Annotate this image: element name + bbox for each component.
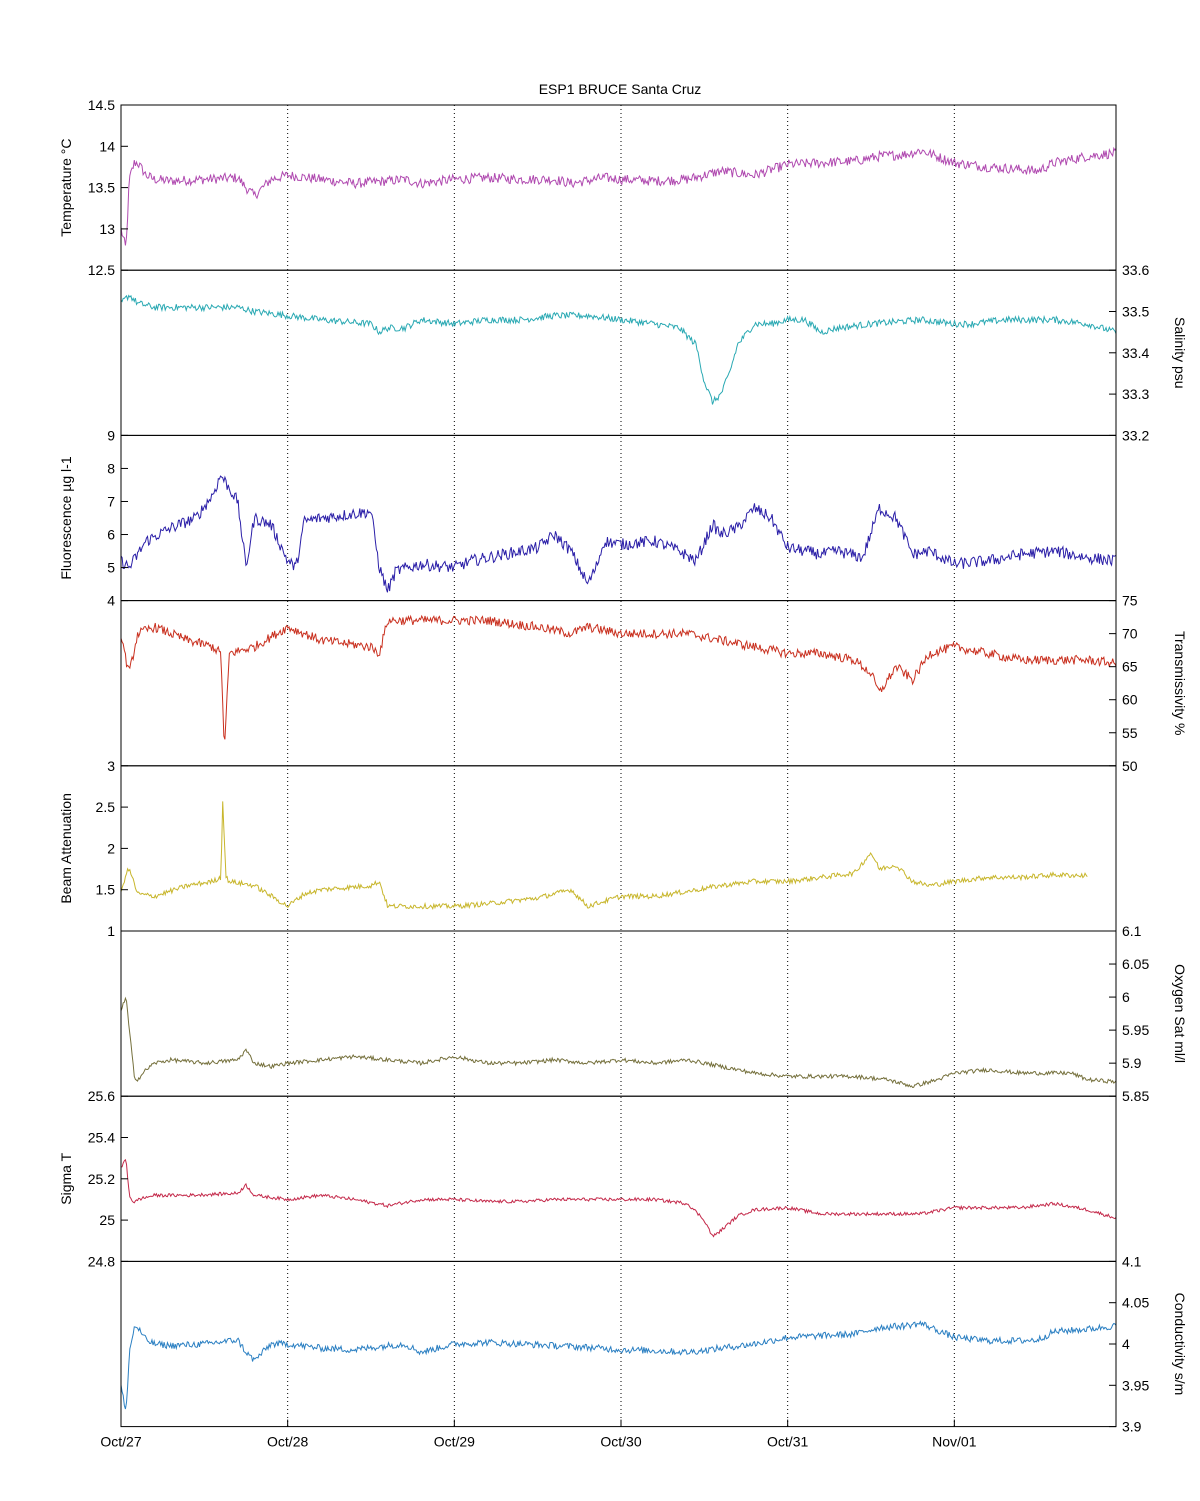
y-tick-label: 9 xyxy=(107,427,115,443)
y-tick-label: 2.5 xyxy=(96,799,116,815)
y-axis-title: Sigma T xyxy=(58,1152,74,1204)
data-series-line xyxy=(120,996,1117,1088)
y-tick-label: 25.2 xyxy=(88,1171,115,1187)
y-tick-label: 6.1 xyxy=(1122,923,1142,939)
y-tick-label: 14 xyxy=(99,138,115,154)
x-tick-label: Nov/01 xyxy=(932,1434,977,1450)
chart-panel: 12.5 13 13.5 14 14.5 Temperature °C xyxy=(58,97,1117,278)
x-tick-label: Oct/27 xyxy=(100,1434,141,1450)
y-tick-label: 25 xyxy=(99,1212,115,1228)
y-tick-label: 3 xyxy=(107,758,115,774)
data-series-line xyxy=(120,1158,1117,1238)
chart-panel: 1 1.5 2 2.5 3 Beam Attenuation xyxy=(58,758,1117,939)
y-tick-label: 7 xyxy=(107,493,115,509)
x-tick-label: Oct/31 xyxy=(767,1434,808,1450)
y-axis-title: Conductivity s/m xyxy=(1172,1293,1188,1396)
y-tick-label: 33.4 xyxy=(1122,345,1149,361)
y-tick-label: 2 xyxy=(107,840,115,856)
y-tick-label: 33.5 xyxy=(1122,304,1149,320)
y-tick-label: 5.9 xyxy=(1122,1055,1142,1071)
y-tick-label: 4.1 xyxy=(1122,1253,1142,1269)
y-tick-label: 1 xyxy=(107,923,115,939)
y-tick-label: 25.6 xyxy=(88,1088,115,1104)
y-tick-label: 3.9 xyxy=(1122,1419,1142,1435)
y-tick-label: 70 xyxy=(1122,626,1138,642)
chart-panel: 3.9 3.95 4 4.05 4.1 Conductivity s/m xyxy=(120,1253,1188,1435)
y-tick-label: 12.5 xyxy=(88,262,115,278)
data-series-line xyxy=(120,294,1117,405)
y-tick-label: 13.5 xyxy=(88,180,115,196)
chart-panel: 33.2 33.3 33.4 33.5 33.6 Salinity psu xyxy=(120,262,1188,443)
y-axis-title: Oxygen Sat ml/l xyxy=(1172,964,1188,1063)
y-tick-label: 4.05 xyxy=(1122,1295,1149,1311)
y-tick-label: 6 xyxy=(1122,989,1130,1005)
y-tick-label: 13 xyxy=(99,221,115,237)
data-series-line xyxy=(120,1320,1117,1410)
y-tick-label: 8 xyxy=(107,460,115,476)
y-tick-label: 33.3 xyxy=(1122,386,1149,402)
panel-frame xyxy=(120,1260,1117,1428)
y-tick-label: 4 xyxy=(1122,1336,1130,1352)
y-axis-title: Fluorescence µg l-1 xyxy=(58,456,74,579)
y-tick-label: 6.05 xyxy=(1122,956,1149,972)
y-tick-label: 5.95 xyxy=(1122,1022,1149,1038)
x-tick-label: Oct/29 xyxy=(434,1434,475,1450)
y-axis-title: Transmissivity % xyxy=(1172,631,1188,736)
y-axis-title: Beam Attenuation xyxy=(58,793,74,904)
data-series-line xyxy=(120,801,1088,910)
chart-title: ESP1 BRUCE Santa Cruz xyxy=(539,81,702,97)
y-tick-label: 1.5 xyxy=(96,882,116,898)
data-series-line xyxy=(120,614,1117,740)
data-series-line xyxy=(120,146,1117,246)
y-tick-label: 60 xyxy=(1122,692,1138,708)
data-series-line xyxy=(120,475,1117,593)
x-tick-label: Oct/28 xyxy=(267,1434,308,1450)
y-tick-label: 65 xyxy=(1122,659,1138,675)
y-tick-label: 5 xyxy=(107,560,115,576)
y-tick-label: 3.95 xyxy=(1122,1377,1149,1393)
y-axis-title: Salinity psu xyxy=(1172,317,1188,389)
y-tick-label: 24.8 xyxy=(88,1253,115,1269)
y-tick-label: 75 xyxy=(1122,593,1138,609)
y-tick-label: 33.2 xyxy=(1122,427,1149,443)
y-tick-label: 5.85 xyxy=(1122,1088,1149,1104)
y-tick-label: 4 xyxy=(107,593,115,609)
y-tick-label: 50 xyxy=(1122,758,1138,774)
y-tick-label: 33.6 xyxy=(1122,262,1149,278)
x-tick-label: Oct/30 xyxy=(600,1434,641,1450)
y-tick-label: 14.5 xyxy=(88,97,115,113)
y-axis-title: Temperature °C xyxy=(58,138,74,236)
y-tick-label: 6 xyxy=(107,527,115,543)
y-tick-label: 25.4 xyxy=(88,1130,115,1146)
y-tick-label: 55 xyxy=(1122,725,1138,741)
